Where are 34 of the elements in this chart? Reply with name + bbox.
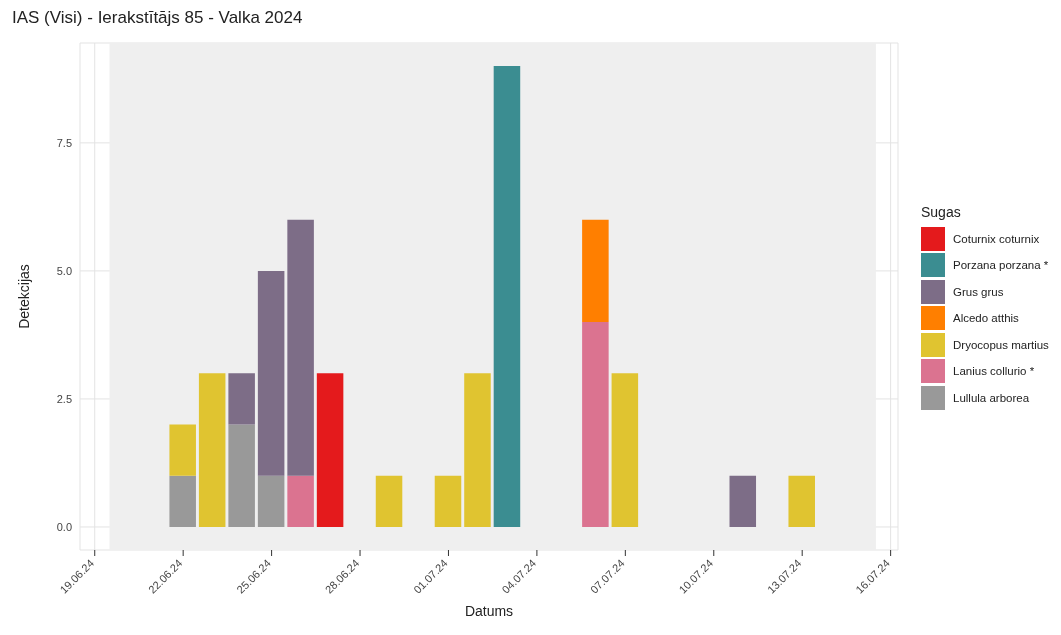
chart-title: IAS (Visi) - Ierakstītājs 85 - Valka 2024 bbox=[12, 8, 303, 28]
legend-title: Sugas bbox=[921, 204, 962, 220]
legend-label: Porzana porzana * bbox=[953, 259, 1049, 271]
y-tick-label: 2.5 bbox=[56, 392, 72, 405]
legend-label: Lanius collurio * bbox=[953, 365, 1035, 377]
bar bbox=[611, 373, 639, 527]
bar bbox=[287, 219, 314, 476]
bar bbox=[169, 475, 196, 527]
bar bbox=[788, 475, 815, 527]
bar bbox=[198, 373, 226, 527]
bar bbox=[375, 475, 403, 527]
legend-label: Grus grus bbox=[953, 285, 1004, 298]
bar bbox=[228, 424, 255, 527]
bar bbox=[434, 475, 462, 527]
bar bbox=[316, 373, 344, 527]
legend-label: Coturnix coturnix bbox=[953, 232, 1040, 245]
y-axis-title: Detekcijas bbox=[15, 264, 32, 329]
bar bbox=[582, 322, 609, 527]
bar bbox=[582, 219, 609, 323]
bar bbox=[729, 475, 757, 527]
legend-label: Alcedo atthis bbox=[953, 312, 1019, 324]
bar bbox=[464, 373, 491, 527]
bar bbox=[228, 373, 255, 425]
x-axis-title: Datums bbox=[464, 603, 514, 619]
bar bbox=[493, 66, 521, 527]
y-tick-label: 0.0 bbox=[56, 520, 72, 533]
legend-label: Lullula arborea bbox=[953, 391, 1030, 404]
bar bbox=[169, 424, 196, 476]
legend-label: Dryocopus martius bbox=[953, 338, 1049, 351]
y-tick-label: 5.0 bbox=[56, 264, 72, 277]
bar bbox=[257, 475, 285, 527]
bar bbox=[287, 475, 314, 527]
bar bbox=[257, 270, 285, 476]
y-tick-label: 7.5 bbox=[56, 136, 72, 149]
